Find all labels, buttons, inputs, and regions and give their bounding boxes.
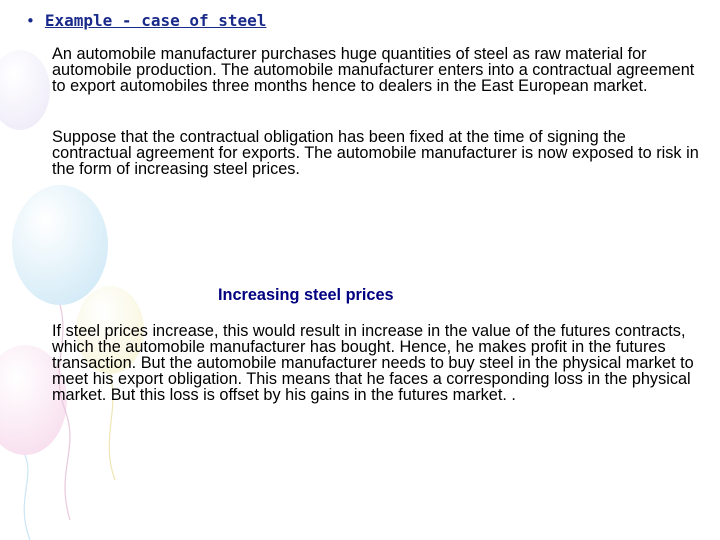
balloon-pink xyxy=(0,345,67,455)
balloon-blue xyxy=(12,185,108,305)
bullet-icon: • xyxy=(26,12,35,30)
balloon-string xyxy=(58,304,71,521)
balloon-yellow xyxy=(76,286,144,374)
paragraph-risk: Suppose that the contractual obligation … xyxy=(52,128,699,178)
heading-row: • Example - case of steel xyxy=(26,11,266,30)
slide-heading: Example - case of steel xyxy=(44,11,267,30)
section-subheading: Increasing steel prices xyxy=(218,286,394,304)
balloon-lilac xyxy=(0,50,50,130)
balloon-string xyxy=(108,373,116,481)
balloon-string xyxy=(23,454,31,540)
paragraph-intro: An automobile manufacturer purchases hug… xyxy=(52,45,695,95)
paragraph-scenario: If steel prices increase, this would res… xyxy=(52,322,694,405)
